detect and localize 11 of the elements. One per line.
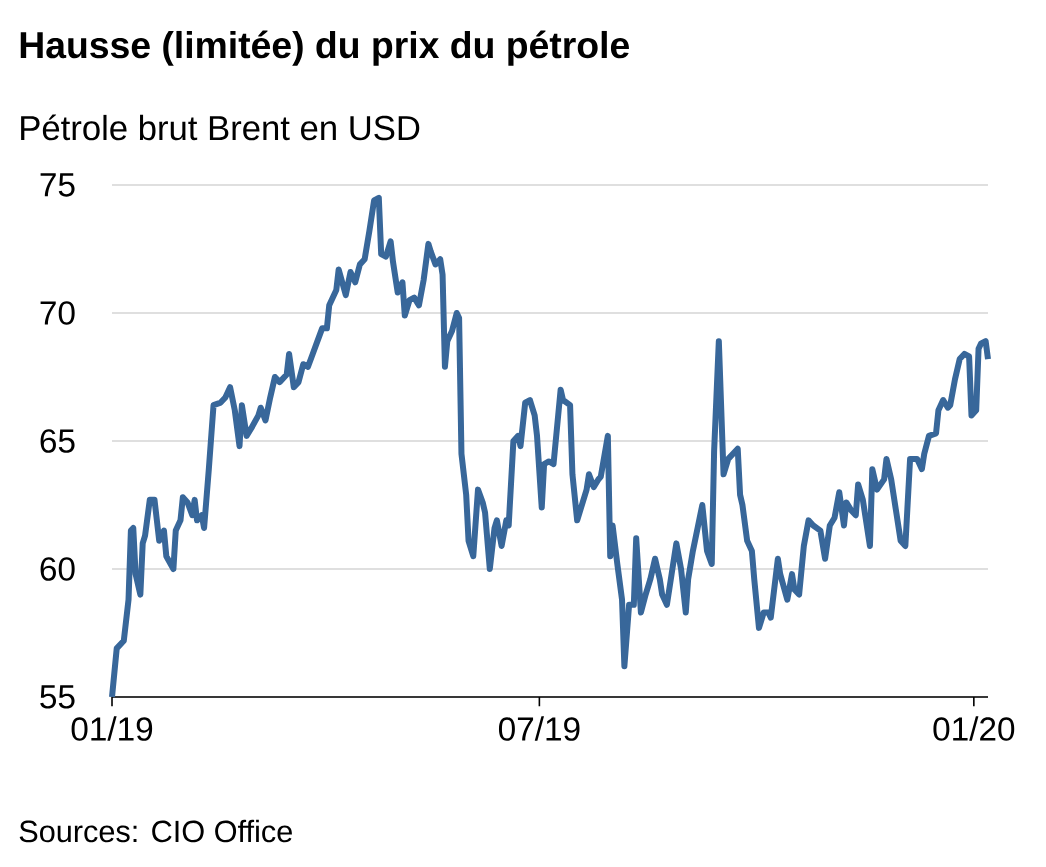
y-tick-label: 70 xyxy=(40,301,75,325)
y-tick-label: 55 xyxy=(40,685,75,709)
y-tick-label: 60 xyxy=(40,557,75,581)
x-tick-label: 01/20 xyxy=(933,716,1015,741)
chart-title: Hausse (limitée) du prix du pétrole xyxy=(20,30,629,66)
source-note: Sources: CIO Office xyxy=(19,819,292,843)
chart-subtitle: Pétrole brut Brent en USD xyxy=(21,114,420,141)
y-tick-label: 65 xyxy=(40,429,75,453)
x-tick-label: 07/19 xyxy=(498,716,580,741)
x-tick-label: 01/19 xyxy=(71,716,153,741)
y-tick-label: 75 xyxy=(40,173,75,197)
